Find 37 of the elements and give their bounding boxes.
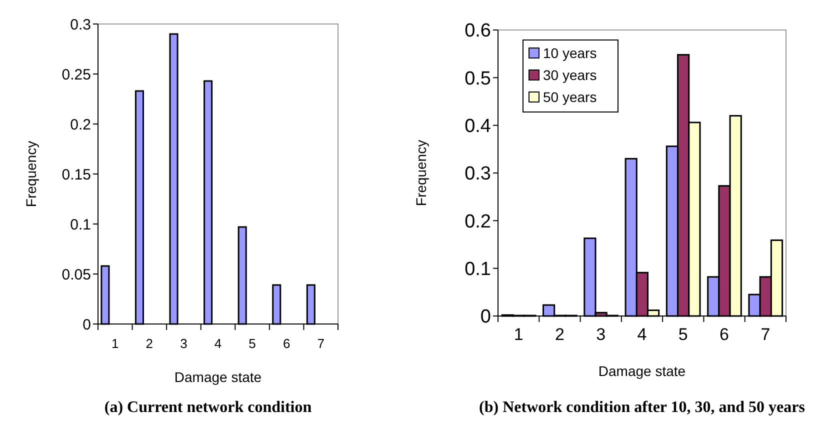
y-tick-label: 0.2 — [464, 211, 491, 232]
x-tick-label: 5 — [248, 336, 256, 351]
x-tick-label: 7 — [760, 325, 770, 344]
x-tick-label: 1 — [112, 336, 119, 351]
y-axis-title: Frequency — [23, 140, 39, 208]
x-tick-label: 2 — [554, 325, 564, 344]
x-tick-label: 7 — [317, 336, 324, 351]
x-tick-label: 4 — [637, 325, 647, 344]
x-tick-label: 3 — [180, 336, 188, 351]
y-tick-label: 0.3 — [464, 164, 491, 185]
y-tick-label: 0.1 — [70, 216, 91, 234]
y-tick-label: 0.1 — [464, 258, 491, 280]
text: (b) Network condition after 10, 30, and 50 years — [479, 399, 805, 416]
y-tick-label: 0.5 — [464, 68, 491, 90]
x-tick-label: 5 — [678, 325, 688, 344]
x-tick-label: 1 — [514, 325, 524, 344]
x-tick-label: 4 — [214, 336, 222, 351]
y-tick-label: 0.4 — [464, 116, 492, 137]
y-tick-label: 0.2 — [70, 116, 91, 134]
legend-label: 30 years — [543, 66, 597, 83]
y-tick-label: 0 — [480, 306, 491, 328]
y-tick-label: 0.6 — [464, 20, 491, 42]
x-tick-label: 2 — [146, 336, 154, 351]
y-tick-label: 0 — [82, 316, 91, 334]
legend-label: 50 years — [543, 88, 597, 105]
y-axis-title: Frequency — [413, 140, 429, 206]
y-tick-label: 0.05 — [62, 266, 91, 284]
x-tick-label: 6 — [282, 336, 290, 351]
text: (a) Current network condition — [104, 399, 312, 416]
y-tick-label: 0.3 — [70, 16, 91, 34]
x-axis-title: Damage state — [174, 369, 262, 385]
x-axis-title: Damage state — [598, 363, 686, 379]
x-tick-label: 6 — [720, 325, 730, 344]
x-tick-label: 3 — [596, 325, 606, 344]
y-tick-label: 0.25 — [62, 66, 91, 84]
y-tick-label: 0.15 — [62, 166, 91, 184]
legend-label: 10 years — [543, 44, 597, 61]
